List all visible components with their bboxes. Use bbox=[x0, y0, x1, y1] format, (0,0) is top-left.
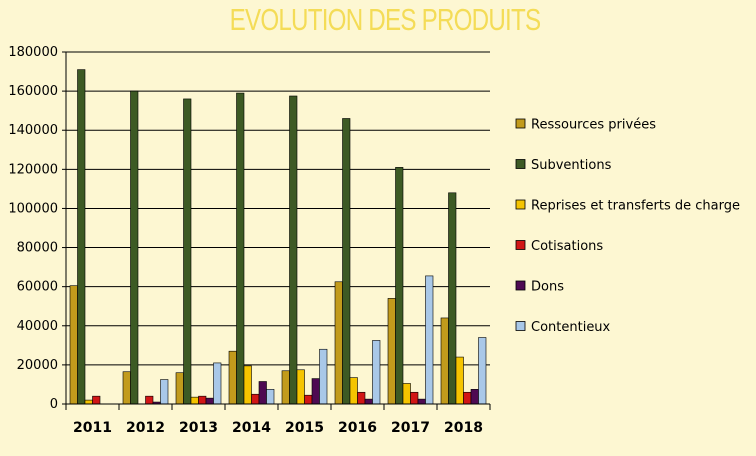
y-tick-label: 80000 bbox=[17, 241, 58, 256]
bar bbox=[455, 356, 464, 405]
legend-label: Contentieux bbox=[531, 320, 611, 335]
bar bbox=[251, 393, 260, 405]
bar bbox=[175, 372, 184, 405]
bar bbox=[304, 394, 313, 405]
bar bbox=[122, 371, 131, 405]
bar bbox=[364, 398, 373, 405]
bar bbox=[205, 397, 214, 405]
bar bbox=[342, 118, 351, 405]
y-tick-label: 100000 bbox=[8, 201, 58, 216]
legend-label: Cotisations bbox=[531, 239, 603, 254]
bar bbox=[228, 350, 237, 405]
y-tick-label: 180000 bbox=[8, 45, 58, 60]
legend-swatch bbox=[515, 118, 526, 129]
bar bbox=[319, 348, 328, 405]
x-tick-label: 2016 bbox=[338, 420, 377, 436]
legend-swatch bbox=[515, 159, 526, 169]
bar bbox=[190, 396, 199, 405]
x-tick-label: 2017 bbox=[391, 420, 430, 436]
legend-label: Ressources privées bbox=[531, 118, 656, 133]
chart-title: EVOLUTION DES PRODUITS bbox=[229, 2, 541, 37]
bar bbox=[77, 69, 86, 405]
x-tick-label: 2015 bbox=[285, 420, 324, 436]
x-tick-label: 2014 bbox=[232, 420, 271, 436]
bar bbox=[470, 389, 479, 405]
bar bbox=[372, 340, 381, 405]
bar bbox=[349, 377, 358, 405]
bar bbox=[425, 275, 434, 405]
bar bbox=[311, 378, 320, 405]
y-tick-label: 0 bbox=[50, 397, 58, 412]
y-tick-label: 20000 bbox=[17, 358, 58, 373]
legend-swatch bbox=[515, 240, 526, 250]
y-tick-label: 40000 bbox=[17, 319, 58, 334]
bar bbox=[410, 391, 419, 405]
bar bbox=[395, 167, 404, 405]
bar bbox=[213, 362, 222, 405]
bar bbox=[130, 90, 139, 405]
bar bbox=[198, 395, 207, 405]
x-tick-label: 2012 bbox=[126, 420, 165, 436]
bar bbox=[266, 389, 275, 405]
x-tick-label: 2013 bbox=[179, 420, 218, 436]
bar bbox=[84, 399, 93, 405]
bar bbox=[448, 192, 457, 405]
legend-label: Dons bbox=[531, 280, 564, 295]
x-tick-label: 2018 bbox=[444, 420, 483, 436]
legend-swatch bbox=[515, 280, 526, 291]
bar bbox=[463, 391, 472, 405]
bar bbox=[296, 369, 305, 405]
legend-swatch bbox=[515, 199, 526, 210]
bars bbox=[69, 69, 487, 405]
x-tick-label: 2011 bbox=[73, 420, 112, 436]
legend-swatch bbox=[515, 321, 526, 331]
bar bbox=[258, 381, 267, 405]
bar bbox=[92, 395, 101, 405]
bar bbox=[334, 281, 343, 405]
y-tick-label: 160000 bbox=[8, 84, 58, 99]
y-axis: 0 20000 40000 60000 80000 100000 120000 140000 1… bbox=[8, 45, 67, 412]
x-axis: 2011 2012 2013 2014 2015 2016 2017 2018 bbox=[65, 403, 491, 436]
y-tick-label: 120000 bbox=[8, 162, 58, 177]
bar bbox=[160, 379, 169, 405]
legend-label: Subventions bbox=[531, 158, 612, 173]
bar bbox=[69, 285, 78, 405]
bar bbox=[440, 317, 449, 405]
y-tick-label: 140000 bbox=[8, 123, 58, 138]
bar bbox=[145, 395, 154, 405]
bar bbox=[402, 383, 411, 405]
bar bbox=[417, 398, 426, 405]
y-tick-label: 60000 bbox=[17, 280, 58, 295]
bar bbox=[357, 391, 366, 405]
bar bbox=[387, 298, 396, 405]
bar bbox=[243, 365, 252, 405]
bar bbox=[281, 370, 290, 405]
legend-label: Reprises et transferts de charge bbox=[531, 199, 740, 214]
bar bbox=[478, 337, 487, 405]
bar bbox=[183, 98, 192, 405]
bar bbox=[236, 92, 245, 405]
legend: Ressources privées Subventions Reprises et… bbox=[515, 118, 740, 335]
bar bbox=[289, 95, 298, 405]
